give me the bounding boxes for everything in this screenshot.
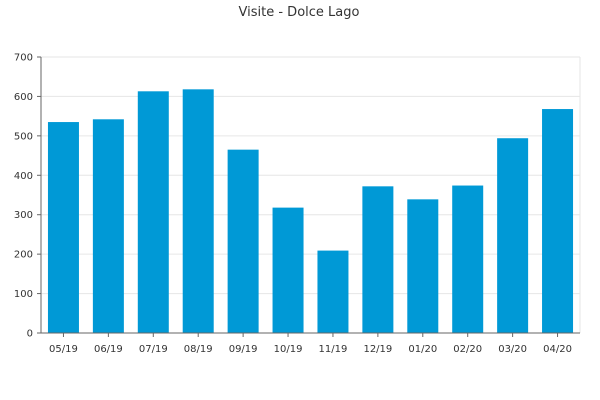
bar [137,91,169,333]
bar [272,207,304,333]
bar [407,199,439,333]
y-tick-label: 500 [14,131,33,142]
bar [317,250,349,333]
bar [452,185,484,333]
bar [542,109,574,333]
x-tick-label: 09/19 [229,344,258,355]
bar [47,122,79,333]
y-tick-label: 400 [14,171,33,182]
x-tick-label: 03/20 [498,344,527,355]
bar [227,149,259,333]
x-tick-label: 05/19 [49,344,78,355]
y-tick-label: 100 [14,289,33,300]
bar [362,186,394,333]
bar [497,138,529,333]
y-tick-labels: 0 100 200 300 400 500 600 700 [14,53,33,340]
x-tick-label: 04/20 [543,344,572,355]
x-tick-labels: 05/19 06/19 07/19 08/19 09/19 10/19 11/19 12/19… [49,344,572,355]
y-tick-label: 0 [27,329,33,340]
x-tick-label: 10/19 [274,344,303,355]
y-tick-label: 300 [14,210,33,221]
gridlines [41,56,581,333]
bars [47,89,574,334]
x-tick-label: 11/19 [319,344,348,355]
x-tick-label: 06/19 [94,344,123,355]
bar [182,89,214,334]
bar [92,119,124,333]
y-tick-label: 600 [14,92,33,103]
x-tick-label: 01/20 [408,344,437,355]
chart-title: Visite - Dolce Lago [239,5,360,20]
x-tick-label: 12/19 [363,344,392,355]
x-tick-label: 08/19 [184,344,213,355]
y-tick-label: 700 [14,53,33,64]
y-tick-label: 200 [14,250,33,261]
x-tick-label: 02/20 [453,344,482,355]
axes [37,56,580,337]
x-tick-label: 07/19 [139,344,168,355]
